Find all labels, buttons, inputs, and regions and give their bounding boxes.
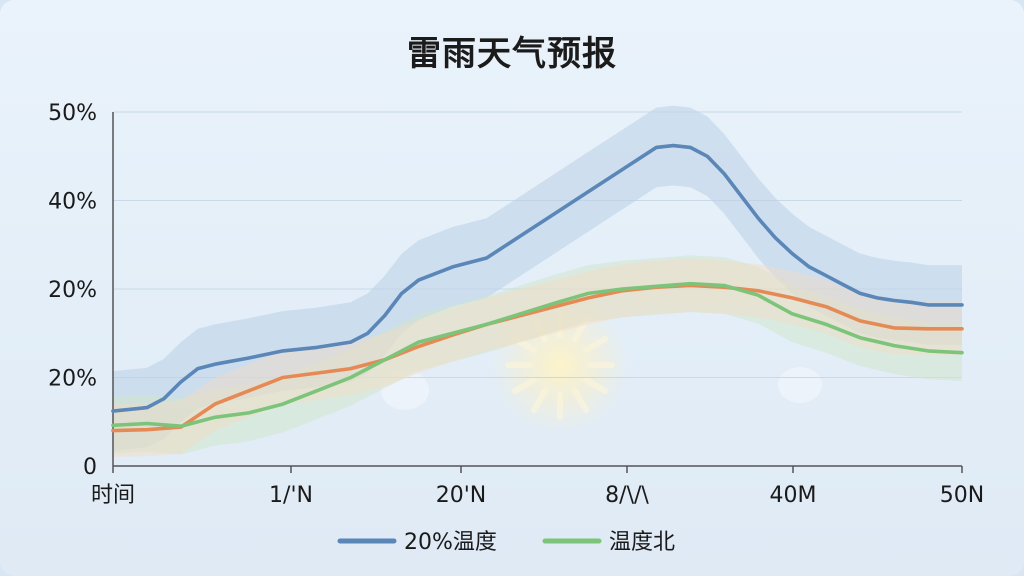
x-tick-label: 1/'N xyxy=(269,483,313,508)
x-axis-ticks: 时间 1/'N 20'N 8/\/\ 40M 50N xyxy=(91,466,984,508)
x-tick-label: 20'N xyxy=(436,483,487,508)
sun-ray xyxy=(582,377,609,394)
sun-ray xyxy=(572,316,589,343)
y-tick-label: 50% xyxy=(48,101,97,126)
y-axis-ticks: 0 20% 20% 40% 50% xyxy=(48,101,97,480)
x-tick-label: 50N xyxy=(940,483,984,508)
y-tick-label: 20% xyxy=(48,367,97,392)
y-tick-label: 0 xyxy=(83,455,97,480)
chart-title: 雷雨天气预报 xyxy=(407,34,617,74)
confidence-bands xyxy=(113,105,962,458)
series-line-温度北 xyxy=(111,281,964,428)
sun-ray xyxy=(572,387,589,414)
y-tick-label: 20% xyxy=(48,278,97,303)
legend-label: 20%温度 xyxy=(404,530,497,555)
band-温度北 xyxy=(113,255,962,455)
legend: 20%温度 温度北 xyxy=(337,530,675,555)
sun-ray xyxy=(582,336,609,353)
y-tick-label: 40% xyxy=(48,190,97,215)
x-tick-label: 40M xyxy=(770,483,817,508)
series-lines xyxy=(111,143,964,433)
sun-ray xyxy=(531,387,548,414)
x-tick-label: 8/\/\ xyxy=(605,483,649,508)
band-series-2 xyxy=(113,258,962,458)
series-line-orange xyxy=(111,283,964,433)
cloud-icon xyxy=(778,367,822,403)
x-tick-label: 时间 xyxy=(91,483,135,508)
sun-ray xyxy=(511,377,538,394)
legend-label: 温度北 xyxy=(609,530,675,555)
axes xyxy=(112,112,962,467)
series-line-20%温度 xyxy=(111,143,964,413)
